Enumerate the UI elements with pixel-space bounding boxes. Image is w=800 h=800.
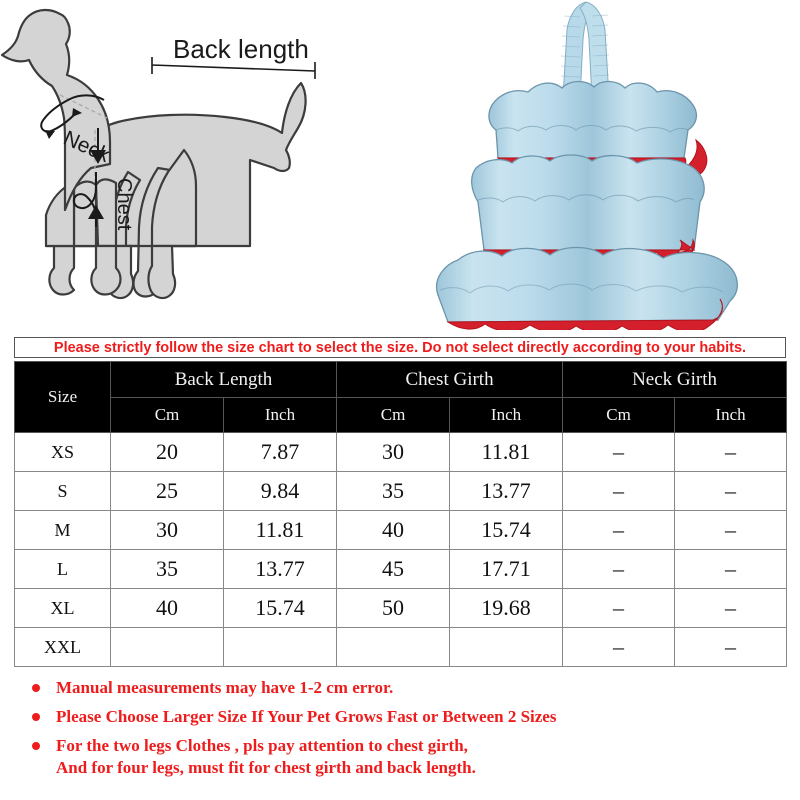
- svg-text:Back length: Back length: [173, 34, 309, 64]
- svg-text:Chest: Chest: [113, 178, 135, 231]
